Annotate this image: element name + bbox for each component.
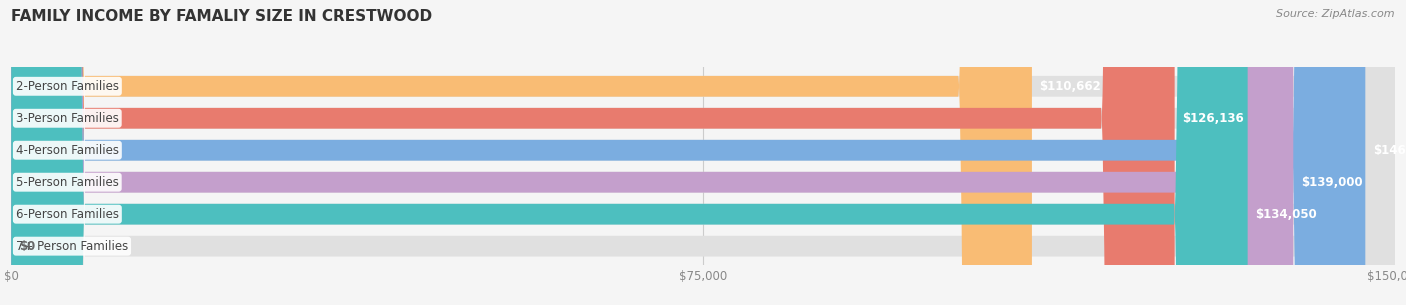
Text: FAMILY INCOME BY FAMALIY SIZE IN CRESTWOOD: FAMILY INCOME BY FAMALIY SIZE IN CRESTWO… bbox=[11, 9, 433, 24]
Text: 3-Person Families: 3-Person Families bbox=[15, 112, 118, 125]
FancyBboxPatch shape bbox=[11, 0, 1032, 305]
FancyBboxPatch shape bbox=[11, 0, 1395, 305]
Text: 2-Person Families: 2-Person Families bbox=[15, 80, 120, 93]
FancyBboxPatch shape bbox=[11, 0, 1395, 305]
FancyBboxPatch shape bbox=[11, 0, 1294, 305]
FancyBboxPatch shape bbox=[11, 0, 1247, 305]
Text: 6-Person Families: 6-Person Families bbox=[15, 208, 120, 221]
Text: 7+ Person Families: 7+ Person Families bbox=[15, 240, 128, 253]
FancyBboxPatch shape bbox=[11, 0, 1395, 305]
FancyBboxPatch shape bbox=[11, 0, 1174, 305]
FancyBboxPatch shape bbox=[11, 0, 1395, 305]
Text: $126,136: $126,136 bbox=[1182, 112, 1244, 125]
Text: Source: ZipAtlas.com: Source: ZipAtlas.com bbox=[1277, 9, 1395, 19]
Text: $110,662: $110,662 bbox=[1039, 80, 1101, 93]
Text: $146,809: $146,809 bbox=[1372, 144, 1406, 157]
FancyBboxPatch shape bbox=[11, 0, 1365, 305]
FancyBboxPatch shape bbox=[11, 0, 1395, 305]
Text: $0: $0 bbox=[18, 240, 35, 253]
FancyBboxPatch shape bbox=[11, 0, 1395, 305]
Text: $134,050: $134,050 bbox=[1256, 208, 1317, 221]
Text: $139,000: $139,000 bbox=[1301, 176, 1362, 189]
Text: 4-Person Families: 4-Person Families bbox=[15, 144, 120, 157]
Text: 5-Person Families: 5-Person Families bbox=[15, 176, 118, 189]
